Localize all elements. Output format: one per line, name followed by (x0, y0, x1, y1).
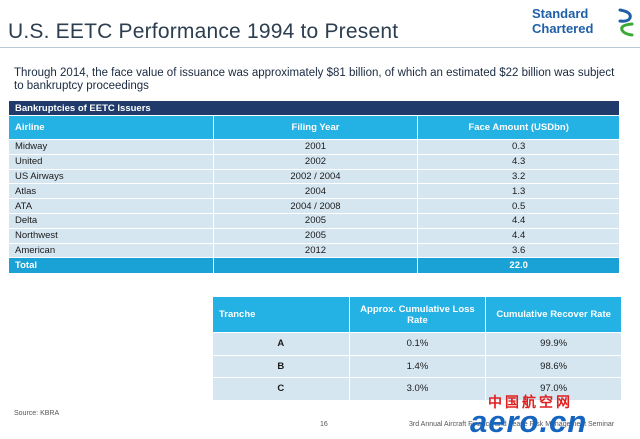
filing-year-cell: 2004 (212, 183, 419, 200)
total-filing-year-cell (212, 257, 419, 275)
column-header-tranche: Tranche (212, 296, 350, 333)
face-amount-cell: 3.6 (417, 242, 620, 259)
filing-year-cell: 2005 (212, 227, 419, 244)
table-row: Delta 2005 4.4 (8, 212, 620, 229)
face-amount-cell: 0.3 (417, 139, 620, 155)
column-header-airline: Airline (8, 115, 214, 140)
recover-rate-cell: 98.6% (485, 354, 622, 378)
face-amount-cell: 0.5 (417, 198, 620, 214)
airline-cell: Atlas (8, 183, 214, 200)
column-header-filing-year: Filing Year (212, 115, 419, 140)
table-row: C 3.0% 97.0% (212, 377, 622, 401)
watermark-english-text: aero.cn (470, 404, 588, 439)
slide-title: U.S. EETC Performance 1994 to Present (8, 20, 399, 43)
airline-cell: United (8, 153, 214, 170)
total-label: Total (8, 257, 214, 275)
filing-year-cell: 2012 (212, 242, 419, 259)
filing-year-cell: 2001 (212, 139, 419, 155)
total-row: Total 22.0 (8, 257, 620, 275)
bankruptcies-table: Bankruptcies of EETC Issuers Airline Fil… (8, 100, 620, 275)
table-row: US Airways 2002 / 2004 3.2 (8, 168, 620, 185)
face-amount-cell: 4.4 (417, 227, 620, 244)
loss-rate-cell: 0.1% (348, 332, 487, 356)
face-amount-cell: 4.3 (417, 153, 620, 170)
intro-paragraph: Through 2014, the face value of issuance… (14, 67, 615, 92)
tranche-cell: C (212, 377, 350, 401)
table-caption: Bankruptcies of EETC Issuers (8, 100, 620, 116)
tranche-cell: A (212, 332, 350, 356)
column-header-loss-rate: Approx. Cumulative Loss Rate (348, 296, 487, 333)
face-amount-cell: 3.2 (417, 168, 620, 185)
watermark-chinese-text: 中国航空网 (488, 394, 573, 410)
column-header-recover-rate: Cumulative Recover Rate (485, 296, 622, 333)
standard-chartered-swoosh-icon (618, 8, 634, 37)
recovery-header-row: Tranche Approx. Cumulative Loss Rate Cum… (212, 296, 622, 333)
airline-cell: US Airways (8, 168, 214, 185)
title-divider (0, 47, 640, 48)
table-row: B 1.4% 98.6% (212, 354, 622, 378)
tranche-cell: B (212, 354, 350, 378)
airline-cell: ATA (8, 198, 214, 214)
filing-year-cell: 2004 / 2008 (212, 198, 419, 214)
logo-line-1: Standard (532, 6, 589, 21)
recover-rate-cell: 99.9% (485, 332, 622, 356)
table-row: ATA 2004 / 2008 0.5 (8, 198, 620, 214)
table-row: Northwest 2005 4.4 (8, 227, 620, 244)
footer-event-title: 3rd Annual Aircraft Finance and Lease Ri… (409, 421, 615, 428)
loss-rate-cell: 3.0% (348, 377, 487, 401)
airline-cell: Midway (8, 139, 214, 155)
airline-cell: Delta (8, 212, 214, 229)
loss-rate-cell: 1.4% (348, 354, 487, 378)
filing-year-cell: 2002 / 2004 (212, 168, 419, 185)
table-row: United 2002 4.3 (8, 153, 620, 170)
table-row: Atlas 2004 1.3 (8, 183, 620, 200)
face-amount-cell: 4.4 (417, 212, 620, 229)
recovery-table: Tranche Approx. Cumulative Loss Rate Cum… (212, 296, 622, 401)
logo-wordmark: Standard Chartered (532, 6, 593, 36)
page-number: 16 (320, 421, 328, 428)
airline-cell: Northwest (8, 227, 214, 244)
aero-cn-watermark: 中国航空网 aero.cn (470, 392, 638, 439)
airline-cell: American (8, 242, 214, 259)
filing-year-cell: 2002 (212, 153, 419, 170)
total-face-amount: 22.0 (417, 257, 620, 275)
standard-chartered-logo: Standard Chartered (532, 6, 636, 42)
table-caption-row: Bankruptcies of EETC Issuers (8, 100, 620, 116)
table-row: A 0.1% 99.9% (212, 332, 622, 356)
column-header-face-amount: Face Amount (USDbn) (417, 115, 620, 140)
table-row: Midway 2001 0.3 (8, 139, 620, 155)
filing-year-cell: 2005 (212, 212, 419, 229)
recover-rate-cell: 97.0% (485, 377, 622, 401)
logo-line-2: Chartered (532, 21, 594, 36)
face-amount-cell: 1.3 (417, 183, 620, 200)
source-note: Source: KBRA (14, 410, 60, 417)
table-row: American 2012 3.6 (8, 242, 620, 259)
table-header-row: Airline Filing Year Face Amount (USDbn) (8, 115, 620, 140)
